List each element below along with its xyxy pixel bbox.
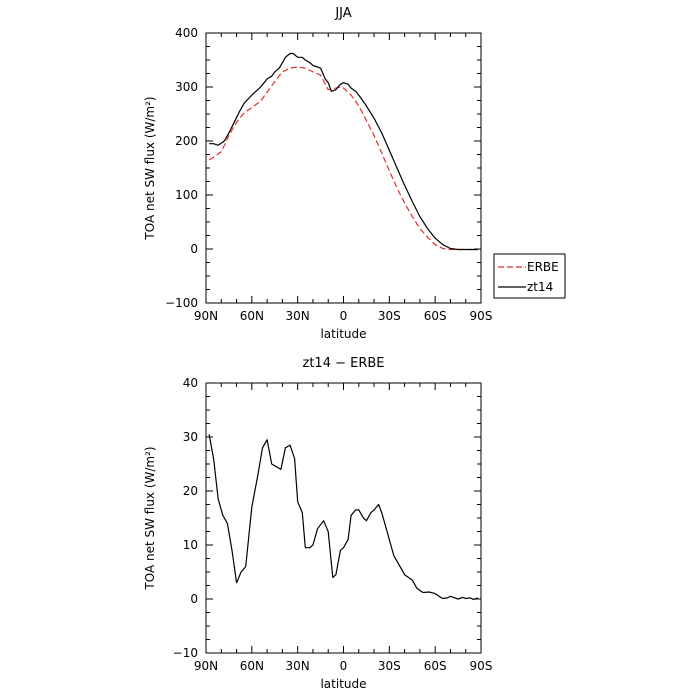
y-axis-label: TOA net SW flux (W/m²) — [143, 96, 157, 240]
y-tick-label: −100 — [165, 296, 198, 310]
x-tick-label: 90S — [470, 659, 493, 673]
x-tick-label: 60N — [240, 659, 264, 673]
y-tick-label: 100 — [175, 188, 198, 202]
chart-title: zt14 − ERBE — [303, 356, 385, 371]
x-tick-label: 90N — [194, 309, 218, 323]
x-tick-label: 60S — [424, 309, 447, 323]
chart-title: JJA — [334, 6, 351, 21]
series-line-zt14 — [209, 52, 478, 251]
y-tick-label: −10 — [173, 646, 198, 660]
y-tick-label: 400 — [175, 26, 198, 40]
x-tick-label: 90S — [470, 309, 493, 323]
plot-frame — [205, 32, 482, 304]
y-tick-label: 0 — [190, 592, 198, 606]
plot-frame — [205, 382, 482, 654]
x-axis-label: latitude — [320, 327, 366, 341]
x-tick-label: 30N — [286, 659, 310, 673]
x-tick-label: 60N — [240, 309, 264, 323]
x-axis-label: latitude — [320, 677, 366, 691]
y-tick-label: 300 — [175, 80, 198, 94]
y-tick-label: 0 — [190, 242, 198, 256]
y-tick-label: 30 — [183, 430, 198, 444]
flux-panel: JJA 90N 60N 30N 0 30S 60S 90S −100 0 100 200 300 400 l… — [143, 6, 492, 341]
x-tick-label: 60S — [424, 659, 447, 673]
legend-label: ERBE — [527, 260, 559, 274]
x-tick-label: 90N — [194, 659, 218, 673]
series-line-erbe — [208, 66, 478, 251]
y-tick-label: 200 — [175, 134, 198, 148]
legend: ERBE zt14 — [493, 253, 566, 299]
y-tick-label: 20 — [183, 484, 198, 498]
y-tick-label: 40 — [183, 376, 198, 390]
x-tick-label: 30S — [378, 309, 401, 323]
y-tick-label: 10 — [183, 538, 198, 552]
legend-label: zt14 — [527, 280, 553, 294]
x-tick-label: 0 — [340, 309, 348, 323]
y-axis-label: TOA net SW flux (W/m²) — [143, 446, 157, 590]
x-tick-label: 0 — [340, 659, 348, 673]
series-line-difference — [208, 434, 479, 601]
x-tick-label: 30S — [378, 659, 401, 673]
difference-panel: zt14 − ERBE 90N 60N 30N 0 30S 60S 90S −10 0 10 20 30… — [143, 356, 492, 691]
x-tick-label: 30N — [286, 309, 310, 323]
legend-box — [493, 253, 566, 299]
